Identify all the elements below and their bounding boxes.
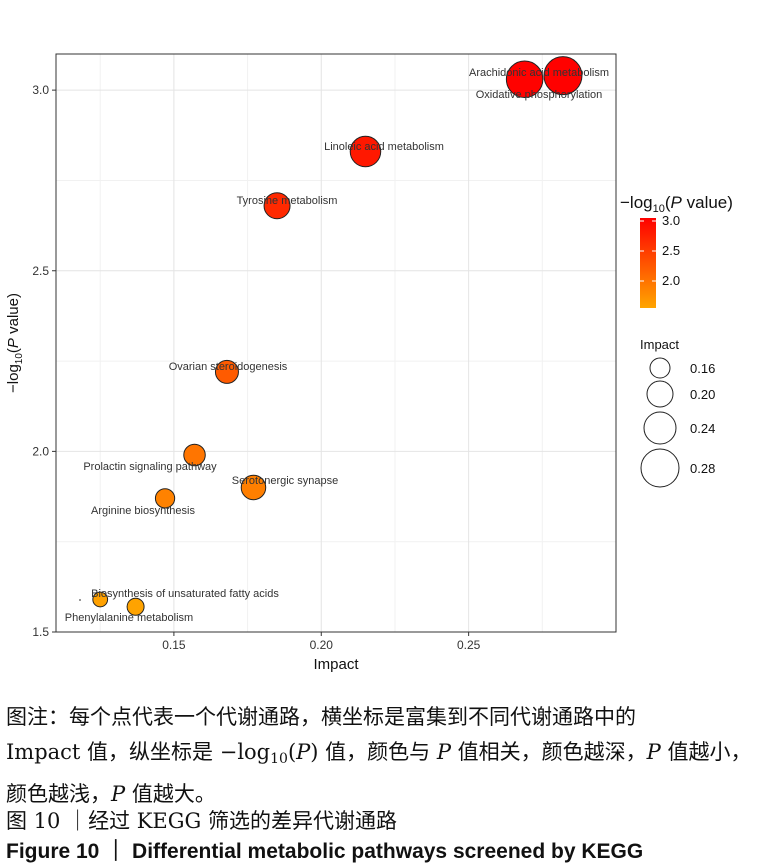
axis-ticks: 0.15 0.20 0.25 1.5 2.0 2.5 3.0 (32, 83, 480, 652)
size-legend-label: 0.20 (690, 387, 715, 402)
y-tick-label: 2.5 (32, 264, 49, 278)
size-legend-circle (649, 357, 671, 379)
note-line-1: 图注：每个点代表一个代谢通路，横坐标是富集到不同代谢通路中的 (6, 705, 636, 729)
size-legend-circle (643, 411, 677, 445)
size-legend-circle (646, 380, 674, 408)
size-legend-label: 0.16 (690, 361, 715, 376)
figure-title-en: Figure 10 ｜ Differential metabolic pathw… (6, 840, 644, 863)
point-label: Arginine biosynthesis (91, 505, 195, 517)
point-label: Biosynthesis of unsaturated fatty acids (91, 588, 279, 600)
data-point (349, 135, 382, 168)
x-tick-label: 0.15 (162, 638, 186, 652)
color-legend: −log10(P value) 3.0 2.5 2.0 (620, 193, 733, 308)
color-legend-bar (640, 218, 656, 308)
data-point (543, 56, 583, 96)
point-label: Ovarian steroidogenesis (169, 361, 288, 373)
x-axis-title: Impact (313, 656, 359, 673)
color-legend-label: 2.0 (662, 273, 680, 288)
x-tick-label: 0.20 (310, 638, 334, 652)
x-tick-label: 0.25 (457, 638, 481, 652)
figure-title-cn: 图 10 ｜经过 KEGG 筛选的差异代谢通路 (6, 809, 397, 833)
y-axis-title: −log10(P value) (5, 293, 25, 393)
note-line-2: Impact 值，纵坐标是 −log10(P) 值，颜色与 P 值相关，颜色越深… (6, 740, 752, 767)
size-legend-label: 0.24 (690, 421, 715, 436)
y-tick-label: 2.0 (32, 444, 49, 458)
plot-panel (55, 53, 617, 633)
point-label: Linoleic acid metabolism (324, 141, 444, 153)
data-point (214, 359, 239, 384)
size-legend-label: 0.28 (690, 461, 715, 476)
data-points (92, 56, 583, 616)
point-label: Arachidonic acid metabolism (469, 67, 609, 79)
point-label: Tyrosine metabolism (237, 195, 338, 207)
color-legend-label: 3.0 (662, 213, 680, 228)
data-point (154, 488, 176, 509)
data-point (505, 60, 544, 99)
scatter-chart: 0.15 0.20 0.25 1.5 2.0 2.5 3.0 Arachidonic aci… (5, 53, 733, 673)
color-legend-label: 2.5 (662, 243, 680, 258)
y-tick-label: 1.5 (32, 625, 49, 639)
note-line-3: 颜色越浅，P 值越大。 (6, 782, 216, 806)
y-tick-label: 3.0 (32, 83, 49, 97)
point-label: Oxidative phosphorylation (476, 89, 603, 101)
data-point (263, 192, 291, 220)
figure-note: 图注：每个点代表一个代谢通路，横坐标是富集到不同代谢通路中的 Impact 值，… (6, 700, 756, 812)
point-label: Phenylalanine metabolism (65, 612, 193, 624)
data-point (183, 443, 206, 467)
point-label: Serotonergic synapse (232, 475, 338, 487)
data-point (92, 591, 109, 608)
point-labels: Arachidonic acid metabolism Oxidative pho… (65, 67, 609, 624)
size-legend: Impact 0.16 0.20 0.24 0.28 (640, 337, 715, 488)
color-legend-title: −log10(P value) (620, 193, 733, 215)
size-legend-title: Impact (640, 337, 679, 352)
data-point (240, 474, 267, 501)
data-point (126, 597, 145, 616)
point-label: Prolactin signaling pathway (83, 461, 217, 473)
size-legend-circle (640, 448, 680, 488)
